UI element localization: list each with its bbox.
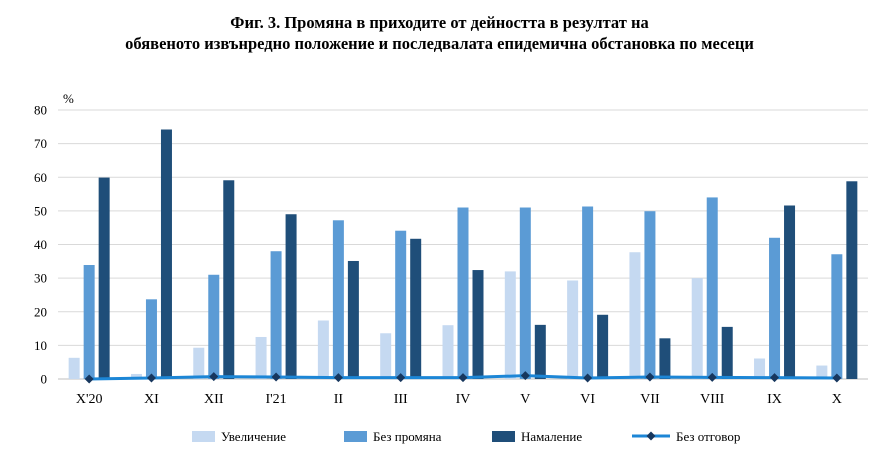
no-answer-line <box>84 371 842 384</box>
no-answer-marker <box>520 371 530 381</box>
bar-1 <box>754 358 766 379</box>
legend-marker <box>646 431 656 441</box>
no-answer-marker <box>770 373 780 383</box>
bar-3 <box>721 326 733 379</box>
no-answer-marker <box>396 373 406 383</box>
y-tick-label: 70 <box>34 136 47 151</box>
bar-2 <box>208 274 220 379</box>
bar-2 <box>582 206 594 379</box>
bar-2 <box>519 207 531 379</box>
bar-1 <box>193 347 205 379</box>
y-tick-label: 80 <box>34 103 47 118</box>
y-tick-label: 50 <box>34 203 47 218</box>
bar-1 <box>567 280 579 379</box>
x-tick-label: III <box>394 392 408 407</box>
x-tick-label: XII <box>204 392 224 407</box>
y-axis-label: % <box>63 91 74 106</box>
y-tick-label: 30 <box>34 271 47 286</box>
no-answer-marker <box>707 372 717 382</box>
bar-1 <box>68 357 80 379</box>
x-tick-label: II <box>334 392 344 407</box>
bar-1 <box>629 252 641 379</box>
legend-label: Без отговор <box>676 429 740 444</box>
y-tick-label: 10 <box>34 338 47 353</box>
no-answer-marker <box>645 372 655 382</box>
y-axis-ticks: 0 10 20 30 40 50 60 70 80 <box>34 103 47 387</box>
no-answer-marker <box>146 373 156 383</box>
x-tick-label: X'20 <box>76 392 103 407</box>
legend-swatch <box>192 431 215 442</box>
bar-2 <box>831 254 843 379</box>
bar-1 <box>504 271 516 379</box>
bar-2 <box>706 197 718 379</box>
bar-3 <box>410 238 422 379</box>
legend-label: Увеличение <box>221 429 286 444</box>
bar-2 <box>83 265 95 379</box>
bar-1 <box>255 336 267 379</box>
bar-1 <box>380 333 392 379</box>
bar-1 <box>442 325 454 379</box>
bar-2 <box>270 251 282 379</box>
x-tick-label: IX <box>767 392 782 407</box>
bar-2 <box>395 230 407 379</box>
bar-1 <box>130 373 142 379</box>
x-tick-label: X <box>832 392 842 407</box>
legend-label: Намаление <box>521 429 582 444</box>
x-tick-label: V <box>520 392 530 407</box>
bar-3 <box>534 324 546 379</box>
no-answer-marker <box>84 374 94 384</box>
bar-2 <box>457 207 469 379</box>
bar-3 <box>597 314 609 379</box>
legend-label: Без промяна <box>373 429 442 444</box>
x-tick-label: I'21 <box>265 392 286 407</box>
bar-3 <box>784 205 796 379</box>
bar-2 <box>145 299 157 379</box>
bar-3 <box>472 270 484 379</box>
y-tick-label: 40 <box>34 237 47 252</box>
bar-3 <box>347 260 359 379</box>
x-tick-label: VI <box>580 392 595 407</box>
no-answer-marker <box>271 372 281 382</box>
no-answer-marker <box>333 373 343 383</box>
bar-2 <box>644 211 656 379</box>
bar-2 <box>332 220 344 379</box>
bar-3 <box>285 214 297 379</box>
legend-swatch <box>344 431 367 442</box>
bar-3 <box>659 338 671 379</box>
chart-title: Фиг. 3. Промяна в приходите от дейността… <box>230 13 649 32</box>
no-answer-marker <box>583 373 593 383</box>
bar-1 <box>816 365 828 379</box>
bar-1 <box>317 320 329 379</box>
x-tick-label: IV <box>456 392 471 407</box>
y-tick-label: 60 <box>34 170 47 185</box>
bar-3 <box>223 180 235 379</box>
chart-title-block: Фиг. 3. Промяна в приходите от дейността… <box>0 12 879 54</box>
bar-1 <box>691 278 703 379</box>
chart-subtitle: обявеното извънредно положение и последв… <box>125 34 754 53</box>
legend: Увеличение Без промяна Намаление Без отгово… <box>192 429 740 444</box>
y-tick-label: 0 <box>41 372 48 387</box>
gridlines <box>58 109 868 380</box>
bars <box>68 129 858 379</box>
y-tick-label: 20 <box>34 304 47 319</box>
legend-swatch <box>492 431 515 442</box>
no-answer-marker <box>458 373 468 383</box>
bar-3 <box>160 129 172 379</box>
no-answer-marker <box>832 373 842 383</box>
x-axis-ticks: X'20 XI XII I'21 II III IV V VI VII VIII IX X <box>76 392 842 407</box>
bar-2 <box>769 237 781 379</box>
no-answer-marker <box>209 372 219 382</box>
x-tick-label: VII <box>640 392 660 407</box>
x-tick-label: VIII <box>700 392 724 407</box>
x-tick-label: XI <box>144 392 159 407</box>
bar-3 <box>846 181 858 379</box>
bar-3 <box>98 177 110 379</box>
